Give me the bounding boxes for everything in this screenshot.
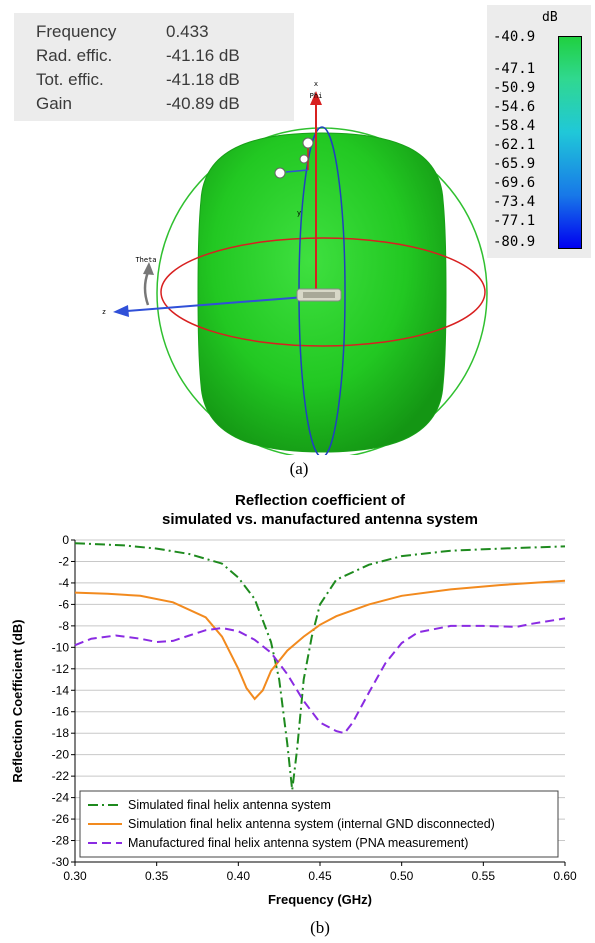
colorbar-gradient xyxy=(558,36,582,249)
legend-entry: Manufactured final helix antenna system … xyxy=(128,836,468,850)
x-tick-label: 0.55 xyxy=(472,869,496,883)
info-label: Rad. effic. xyxy=(36,46,113,65)
info-value: -40.89 dB xyxy=(166,94,240,113)
colorbar-tick: -50.9 xyxy=(493,80,536,96)
info-label: Frequency xyxy=(36,22,117,41)
colorbar-tick: -47.1 xyxy=(493,61,536,77)
theta-ring xyxy=(160,237,486,347)
x-tick-label: 0.45 xyxy=(308,869,332,883)
colorbar-tick: -73.4 xyxy=(493,194,536,210)
outer-sphere-circle xyxy=(156,127,488,455)
axis-label-x: x xyxy=(314,80,318,88)
y-tick-label: -22 xyxy=(52,769,70,783)
antenna-device-detail xyxy=(303,292,335,298)
axis-label-y: y xyxy=(297,209,301,217)
info-value: 0.433 xyxy=(166,22,209,41)
info-value: -41.18 dB xyxy=(166,70,240,89)
colorbar-tick: -40.9 xyxy=(493,29,536,45)
info-label: Gain xyxy=(36,94,72,113)
y-tick-label: -12 xyxy=(52,662,70,676)
chart-title-line: simulated vs. manufactured antenna syste… xyxy=(162,511,478,528)
colorbar-tick: -54.6 xyxy=(493,99,536,115)
colorbar-tick: -80.9 xyxy=(493,234,536,250)
caption-b: (b) xyxy=(310,918,330,937)
local-axis-marker xyxy=(274,167,286,179)
y-tick-label: -18 xyxy=(52,726,70,740)
colorbar-tick: -62.1 xyxy=(493,137,536,153)
y-axis-label: Reflection Coefficient (dB) xyxy=(10,619,25,782)
local-axis-marker xyxy=(302,137,314,149)
y-tick-label: -10 xyxy=(52,640,70,654)
series-line-1 xyxy=(74,579,566,701)
local-axis-line xyxy=(285,169,309,173)
x-axis-arrowhead xyxy=(310,91,322,105)
colorbar-tick: -69.6 xyxy=(493,175,536,191)
y-tick-label: -20 xyxy=(52,748,70,762)
reflection-coefficient-chart: Reflection coefficient of simulated vs. m… xyxy=(10,492,577,937)
theta-arrow xyxy=(143,271,150,306)
radiation-pattern-panel: Frequency 0.433 Rad. effic. -41.16 dB To… xyxy=(14,5,591,478)
y-tick-label: -14 xyxy=(52,683,70,697)
simulation-info-box: Frequency 0.433 Rad. effic. -41.16 dB To… xyxy=(14,13,294,121)
y-tick-label: -4 xyxy=(58,576,69,590)
colorbar-tick: -77.1 xyxy=(493,213,536,229)
series-line-2 xyxy=(74,617,566,735)
info-label: Tot. effic. xyxy=(36,70,104,89)
y-tick-label: -8 xyxy=(58,619,69,633)
colorbar-tick: -65.9 xyxy=(493,156,536,172)
x-tick-label: 0.50 xyxy=(390,869,414,883)
x-tick-label: 0.30 xyxy=(63,869,87,883)
y-tick-label: -16 xyxy=(52,705,70,719)
series-line-0 xyxy=(74,542,566,791)
axis-label-z: z xyxy=(102,308,106,316)
legend-box xyxy=(79,790,559,858)
colorbar-unit: dB xyxy=(542,10,558,25)
info-value: -41.16 dB xyxy=(166,46,240,65)
x-axis-label: Frequency (GHz) xyxy=(268,892,372,907)
y-tick-label: -28 xyxy=(52,834,70,848)
axis-label-phi: Phi xyxy=(310,92,323,100)
legend-entry: Simulation final helix antenna system (i… xyxy=(128,817,495,831)
colorbar-tick: -58.4 xyxy=(493,118,536,134)
y-tick-label: -6 xyxy=(58,597,69,611)
y-tick-label: 0 xyxy=(62,533,69,547)
y-tick-label: -24 xyxy=(52,791,70,805)
axis-label-theta: Theta xyxy=(135,256,156,264)
pattern-3d-svg: x Phi Theta z y xyxy=(102,80,488,455)
y-tick-label: -2 xyxy=(58,554,69,568)
chart-title-line: Reflection coefficient of xyxy=(235,492,406,509)
caption-a: (a) xyxy=(289,459,309,478)
y-tick-label: -26 xyxy=(52,812,70,826)
x-tick-label: 0.60 xyxy=(553,869,577,883)
x-tick-label: 0.35 xyxy=(145,869,169,883)
colorbar-legend: dB -40.9 -47.1 -50.9 -54.6 -58.4 -62.1 -… xyxy=(487,5,591,258)
y-tick-label: -30 xyxy=(52,855,70,869)
local-axis-marker xyxy=(299,154,309,164)
x-tick-label: 0.40 xyxy=(227,869,251,883)
z-axis-arrow xyxy=(126,296,306,312)
theta-arrowhead xyxy=(143,262,154,275)
legend-entry: Simulated final helix antenna system xyxy=(128,798,331,812)
z-axis-arrowhead xyxy=(113,305,129,317)
